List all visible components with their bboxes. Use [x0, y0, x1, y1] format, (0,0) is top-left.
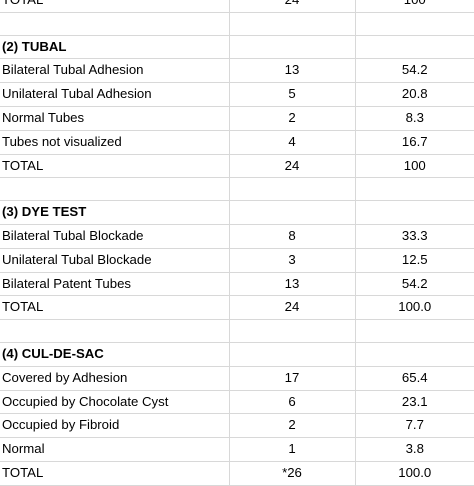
row-label: Tubes not visualized	[0, 130, 230, 155]
row-label: Unilateral Tubal Adhesion	[0, 82, 230, 107]
spacer-row	[0, 319, 474, 343]
table-row: Bilateral Tubal Adhesion 13 54.2	[0, 58, 474, 84]
table-row: Occupied by Fibroid 2 7.7	[0, 413, 474, 439]
row-percent: 16.7	[355, 130, 474, 155]
row-percent: 100	[355, 0, 474, 13]
section-heading-row: (2) TUBAL	[0, 35, 474, 60]
row-percent: 8.3	[355, 106, 474, 131]
row-count: 2	[229, 106, 356, 131]
row-count: *26	[229, 461, 356, 486]
row-percent: 3.8	[355, 437, 474, 462]
total-row: TOTAL *26 100.0	[0, 461, 474, 486]
row-count: 4	[229, 130, 356, 155]
row-label: Occupied by Chocolate Cyst	[0, 390, 230, 415]
table-row: Unilateral Tubal Adhesion 5 20.8	[0, 82, 474, 107]
row-count: 6	[229, 390, 356, 415]
total-row: TOTAL 24 100	[0, 154, 474, 179]
table-row: TOTAL 24 100	[0, 0, 474, 13]
row-label: TOTAL	[0, 461, 230, 486]
row-percent: 54.2	[355, 272, 474, 297]
row-percent: 20.8	[355, 82, 474, 107]
row-label: TOTAL	[0, 154, 230, 179]
row-percent: 100	[355, 154, 474, 179]
row-count: 24	[229, 154, 356, 179]
table-row: Tubes not visualized 4 16.7	[0, 130, 474, 155]
row-percent: 100.0	[355, 295, 474, 321]
row-percent: 65.4	[355, 366, 474, 391]
table-row: Occupied by Chocolate Cyst 6 23.1	[0, 390, 474, 415]
section-heading: (2) TUBAL	[0, 35, 230, 60]
spacer-row	[0, 177, 474, 202]
row-count: 2	[229, 413, 356, 439]
table-row: Normal Tubes 2 8.3	[0, 106, 474, 131]
row-count: 24	[229, 295, 356, 321]
row-count: 24	[229, 0, 356, 13]
row-percent: 23.1	[355, 390, 474, 415]
section-heading-row: (4) CUL-DE-SAC	[0, 342, 474, 367]
row-label: Unilateral Tubal Blockade	[0, 248, 230, 273]
row-label: TOTAL	[0, 295, 230, 321]
section-heading: (4) CUL-DE-SAC	[0, 342, 230, 367]
row-count: 17	[229, 366, 356, 391]
table-row: Covered by Adhesion 17 65.4	[0, 366, 474, 391]
row-count: 1	[229, 437, 356, 462]
row-count: 3	[229, 248, 356, 273]
row-label: Normal Tubes	[0, 106, 230, 131]
section-heading: (3) DYE TEST	[0, 200, 230, 225]
row-count: 8	[229, 224, 356, 249]
row-label: Occupied by Fibroid	[0, 413, 230, 439]
row-count: 13	[229, 58, 356, 84]
table-row: Bilateral Patent Tubes 13 54.2	[0, 272, 474, 297]
row-label: TOTAL	[0, 0, 230, 13]
table-row: Unilateral Tubal Blockade 3 12.5	[0, 248, 474, 273]
row-label: Bilateral Patent Tubes	[0, 272, 230, 297]
row-count: 13	[229, 272, 356, 297]
row-label: Bilateral Tubal Blockade	[0, 224, 230, 249]
row-count: 5	[229, 82, 356, 107]
spacer-row	[0, 12, 474, 36]
row-label: Normal	[0, 437, 230, 462]
row-percent: 54.2	[355, 58, 474, 84]
row-percent: 7.7	[355, 413, 474, 439]
table-row: Bilateral Tubal Blockade 8 33.3	[0, 224, 474, 249]
section-heading-row: (3) DYE TEST	[0, 200, 474, 225]
row-label: Covered by Adhesion	[0, 366, 230, 391]
row-percent: 100.0	[355, 461, 474, 486]
row-percent: 33.3	[355, 224, 474, 249]
table-row: Normal 1 3.8	[0, 437, 474, 462]
row-percent: 12.5	[355, 248, 474, 273]
total-row: TOTAL 24 100.0	[0, 295, 474, 321]
row-label: Bilateral Tubal Adhesion	[0, 58, 230, 84]
